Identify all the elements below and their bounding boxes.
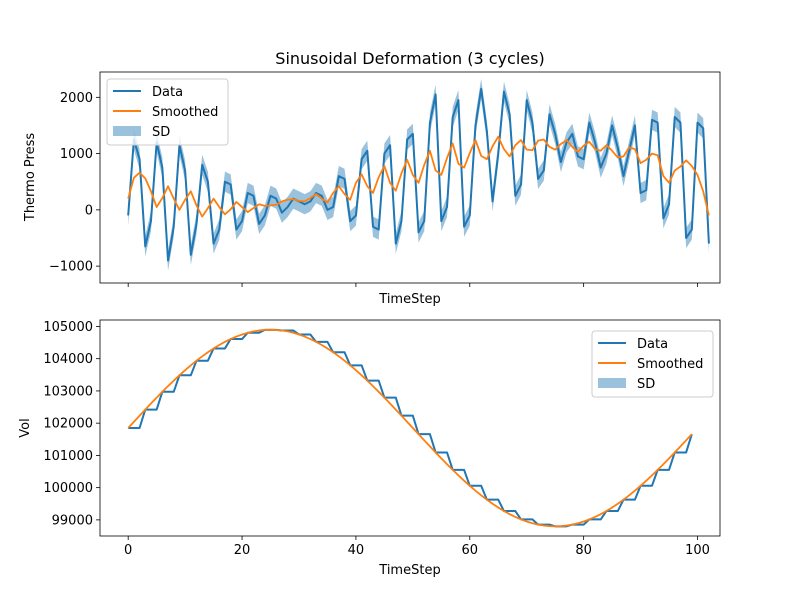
pressure-x-ticks — [127, 283, 698, 287]
volume-plot-frame — [99, 319, 721, 537]
volume-y-tick-label: 102000 — [43, 417, 93, 432]
legend-sd-swatch — [598, 378, 626, 388]
volume-panel: 0 20 40 60 80 100 99000 100000 101000 102000 1030… — [18, 319, 721, 578]
pressure-smoothed-line — [127, 135, 710, 218]
volume-y-tick-label: 105000 — [43, 320, 93, 335]
volume-x-tick-label: 100 — [685, 543, 710, 558]
volume-x-tick-label: 40 — [348, 543, 365, 558]
volume-x-tick-label: 60 — [462, 543, 479, 558]
pressure-panel: −1000 0 1000 2000 TimeStep Thermo Press Dat… — [23, 71, 721, 307]
volume-y-tick-label: 104000 — [43, 352, 93, 367]
volume-y-tick-label: 99000 — [52, 513, 93, 528]
chart-title: Sinusoidal Deformation (3 cycles) — [275, 49, 544, 68]
pressure-y-tick-label: 1000 — [60, 147, 93, 162]
volume-x-tick-label: 0 — [124, 543, 132, 558]
legend-frame — [591, 330, 714, 398]
legend-data-label: Data — [637, 337, 668, 352]
volume-legend: Data Smoothed SD — [591, 330, 714, 398]
volume-y-ticks: 99000 100000 101000 102000 103000 104000 10500… — [43, 320, 100, 528]
volume-smoothed-line — [127, 328, 693, 528]
volume-x-tick-label: 80 — [575, 543, 592, 558]
volume-x-ticks: 0 20 40 60 80 100 — [124, 536, 710, 558]
pressure-y-tick-label: 0 — [85, 203, 93, 218]
volume-data-line — [128, 328, 693, 528]
volume-y-tick-label: 101000 — [43, 449, 93, 464]
legend-sd-label: SD — [637, 377, 655, 392]
legend-smoothed-label: Smoothed — [637, 357, 703, 372]
legend-frame — [106, 78, 229, 146]
volume-lines-group — [127, 328, 693, 528]
pressure-legend: Data Smoothed SD — [106, 78, 229, 146]
pressure-data-line — [127, 87, 710, 262]
legend-sd-label: SD — [152, 125, 170, 140]
volume-y-axis-label: Vol — [18, 418, 33, 437]
volume-y-tick-label: 103000 — [43, 384, 93, 399]
legend-sd-swatch — [113, 126, 141, 136]
volume-y-tick-label: 100000 — [43, 481, 93, 496]
legend-smoothed-label: Smoothed — [152, 105, 218, 120]
volume-x-tick-label: 20 — [234, 543, 251, 558]
pressure-lines-group — [127, 87, 710, 262]
pressure-y-axis-label: Thermo Press — [23, 133, 38, 222]
pressure-plot-frame — [99, 71, 721, 284]
volume-x-axis-label: TimeStep — [378, 563, 440, 578]
pressure-y-ticks: −1000 0 1000 2000 — [49, 91, 100, 275]
pressure-x-axis-label: TimeStep — [378, 292, 440, 307]
pressure-y-tick-label: 2000 — [60, 91, 93, 106]
legend-data-label: Data — [152, 85, 183, 100]
pressure-y-tick-label: −1000 — [49, 260, 93, 275]
